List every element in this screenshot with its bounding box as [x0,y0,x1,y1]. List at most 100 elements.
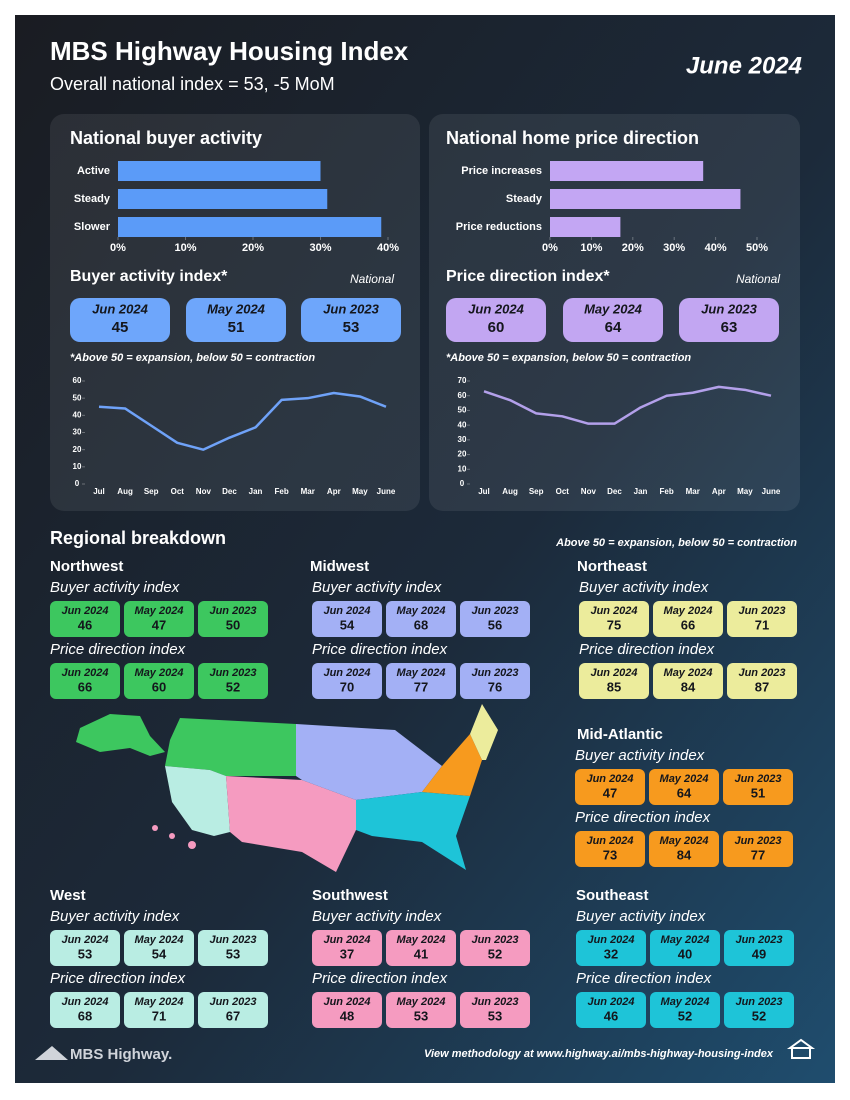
y-tick-label: 30 [73,428,82,437]
card-value: 73 [603,847,617,862]
card-value: 47 [603,785,617,800]
region-card [653,601,723,637]
region-card [124,930,194,966]
card-value: 53 [226,946,240,961]
x-tick-label: Feb [275,487,289,496]
card-value: 70 [340,679,354,694]
card-period: Jun 2024 [92,301,148,316]
y-tick-label: 0 [460,479,465,488]
x-tick-label: Apr [327,487,341,496]
index-card [70,298,170,342]
card-value: 49 [752,946,766,961]
card-period: Jun 2023 [734,835,781,847]
card-period: Jun 2024 [468,301,524,316]
category-label: Price increases [461,165,542,177]
card-period: Jun 2023 [471,605,518,617]
card-value: 53 [488,1008,502,1023]
card-period: Jun 2024 [61,934,108,946]
card-period: Jun 2023 [209,996,256,1008]
region-card [386,930,456,966]
map-region [165,766,230,836]
card-value: 85 [607,679,621,694]
region-card [198,601,268,637]
card-period: Jun 2023 [734,773,781,785]
bar [118,217,382,237]
index-title: Buyer activity index* [70,268,228,285]
region-index-label: Price direction index [576,970,712,987]
x-tick-label: Oct [171,487,185,496]
card-period: May 2024 [135,667,184,679]
y-tick-label: 0 [75,479,80,488]
map-region [226,776,356,872]
region-card [386,992,456,1028]
bar [118,189,328,209]
region-name: Northwest [50,558,123,575]
map-region [422,734,482,796]
card-period: May 2024 [584,301,643,316]
region-card [576,992,646,1028]
region-card [124,601,194,637]
x-tick-label: 30% [309,242,331,254]
x-tick-label: June [377,487,396,496]
y-tick-label: 50 [73,393,82,402]
card-value: 52 [678,1008,692,1023]
x-tick-label: May [352,487,368,496]
section-note: Above 50 = expansion, below 50 = contrac… [555,537,797,549]
card-value: 60 [152,679,166,694]
card-value: 68 [414,617,428,632]
category-label: Steady [74,193,111,205]
region-card [386,663,456,699]
x-tick-label: 40% [377,242,399,254]
card-value: 66 [681,617,695,632]
card-period: Jun 2023 [471,667,518,679]
region-index-label: Buyer activity index [312,579,442,596]
card-period: Jun 2023 [209,605,256,617]
region-card [50,930,120,966]
card-value: 84 [681,679,696,694]
region-card [124,663,194,699]
region-card [579,663,649,699]
title: MBS Highway Housing Index [50,36,409,66]
card-period: Jun 2024 [586,773,633,785]
card-period: May 2024 [661,996,710,1008]
x-tick-label: June [762,487,781,496]
subtitle: Overall national index = 53, -5 MoM [50,74,335,94]
region-card [723,769,793,805]
y-tick-label: 20 [73,445,82,454]
region-index-label: Price direction index [312,641,448,658]
region-name: West [50,887,86,904]
region-card [575,769,645,805]
card-value: 75 [607,617,621,632]
card-value: 77 [414,679,428,694]
region-card [312,930,382,966]
y-tick-label: 50 [458,406,467,415]
card-period: Jun 2023 [471,996,518,1008]
card-period: Jun 2023 [209,934,256,946]
data-line [98,391,387,451]
region-index-label: Buyer activity index [50,579,180,596]
x-tick-label: Nov [581,487,597,496]
region-card [650,992,720,1028]
x-tick-label: 0% [542,242,558,254]
x-tick-label: Jan [634,487,648,496]
region-name: Northeast [577,558,647,575]
card-value: 66 [78,679,92,694]
region-card [198,930,268,966]
x-tick-label: May [737,487,753,496]
x-tick-label: Dec [607,487,622,496]
region-index-label: Price direction index [50,970,186,987]
card-period: May 2024 [664,667,713,679]
region-index-label: Buyer activity index [50,908,180,925]
region-index-label: Buyer activity index [575,747,705,764]
region-card [460,663,530,699]
region-card [312,663,382,699]
chart-title: National buyer activity [70,128,262,148]
region-card [460,992,530,1028]
x-tick-label: 40% [705,242,727,254]
region-name: Southeast [576,887,649,904]
index-note: *Above 50 = expansion, below 50 = contra… [70,352,315,364]
region-card [312,992,382,1028]
x-tick-label: Mar [301,487,315,496]
card-value: 64 [677,785,692,800]
